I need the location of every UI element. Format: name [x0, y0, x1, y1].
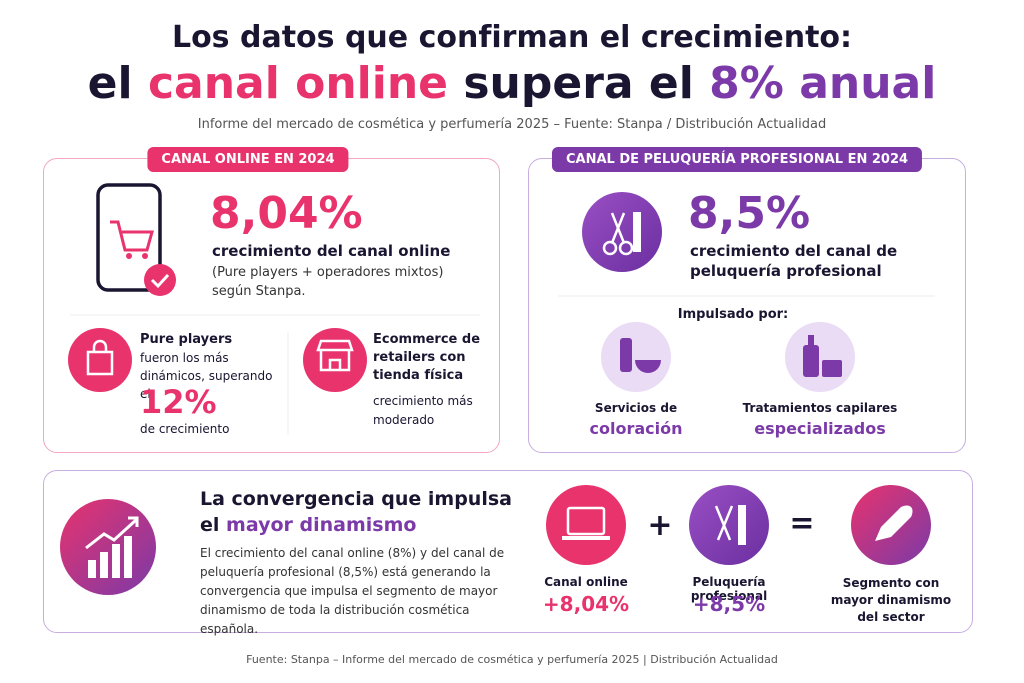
convergence-title: La convergencia que impulsa: [200, 488, 512, 510]
item-text: crecimiento más moderado: [373, 394, 473, 427]
item-value: +8,04%: [542, 592, 630, 616]
badge: CANAL ONLINE EN 2024: [147, 147, 349, 172]
title-highlight: canal online: [147, 58, 449, 109]
decoration: [142, 253, 148, 259]
stat-label: crecimiento del canal online: [212, 242, 451, 260]
title-highlight: mayor dinamismo: [226, 514, 417, 536]
decoration: [86, 350, 114, 376]
decoration: [85, 518, 138, 550]
decoration: [738, 505, 746, 545]
decoration: [620, 338, 632, 372]
badge: CANAL DE PELUQUERÍA PROFESIONAL EN 2024: [551, 147, 923, 172]
scissors-icon: [689, 485, 769, 565]
bag-icon: [68, 328, 132, 392]
decoration: [92, 339, 108, 352]
decoration: [100, 552, 108, 578]
subtitle: Informe del mercado de cosmética y perfu…: [197, 117, 827, 132]
decoration: [88, 560, 96, 578]
title: Los datos que confirman el crecimiento:: [171, 20, 853, 55]
item-stat-label: de crecimiento: [140, 422, 230, 436]
decoration: [803, 345, 819, 377]
decoration: [618, 240, 634, 256]
decoration: [602, 240, 618, 256]
decoration: [633, 212, 641, 252]
stat-note: (Pure players + operadores mixtos) según…: [212, 265, 444, 299]
driver-highlight: especializados: [754, 419, 886, 438]
cart-icon: [110, 220, 154, 252]
decoration: [126, 253, 132, 259]
item-label: Canal online: [544, 575, 628, 589]
title-part: el: [200, 514, 220, 536]
decoration: [124, 536, 132, 578]
decoration: [566, 506, 606, 536]
item-label: Segmento con mayor dinamismo del sector: [830, 576, 952, 624]
driver-label: Servicios de: [594, 401, 678, 415]
title-part: supera el: [463, 58, 694, 109]
title-line2: el canal online supera el 8% anual: [0, 58, 1024, 109]
phone-icon: [96, 183, 162, 292]
operator: =: [789, 506, 815, 541]
title-highlight: 8%: [709, 58, 784, 109]
item-title: Pure players: [140, 332, 233, 347]
coloring-icon: [601, 322, 671, 392]
item-title: Ecommerce de retailers con tienda física: [373, 332, 481, 383]
scissors-icon: [582, 192, 662, 272]
convergence-card: [43, 470, 973, 633]
decoration: [128, 516, 139, 527]
convergence-title-line2: el mayor dinamismo: [200, 514, 416, 536]
stat: 8,04%: [210, 188, 363, 239]
stat: 8,5%: [688, 188, 811, 239]
check-badge: [144, 264, 176, 296]
decoration: [316, 339, 354, 372]
driver-label: Tratamientos capilares: [742, 401, 898, 415]
decoration: [808, 335, 814, 345]
title-part: el: [87, 58, 133, 109]
driver-highlight: coloración: [589, 419, 683, 438]
driven-by: Impulsado por:: [677, 307, 789, 322]
convergence-body: El crecimiento del canal online (8%) y d…: [200, 546, 505, 636]
decoration: [562, 536, 610, 540]
laptop-icon: [546, 485, 626, 565]
decoration: [112, 544, 120, 578]
decoration: [150, 273, 170, 289]
title-part: anual: [799, 58, 937, 109]
item-label: Peluquería profesional: [690, 575, 768, 603]
decoration: [714, 505, 734, 541]
item-stat: 12%: [140, 383, 217, 421]
footer: Fuente: Stanpa – Informe del mercado de …: [246, 653, 778, 666]
decoration: [635, 360, 661, 373]
stat-label: crecimiento del canal de peluquería prof…: [690, 242, 898, 280]
decoration: [822, 360, 842, 377]
operator: +: [647, 508, 673, 543]
item-text: fueron los más dinámicos, superando el: [140, 351, 273, 401]
decoration: [875, 505, 913, 541]
decoration: [610, 212, 626, 244]
item-value: +8,5%: [692, 592, 766, 616]
